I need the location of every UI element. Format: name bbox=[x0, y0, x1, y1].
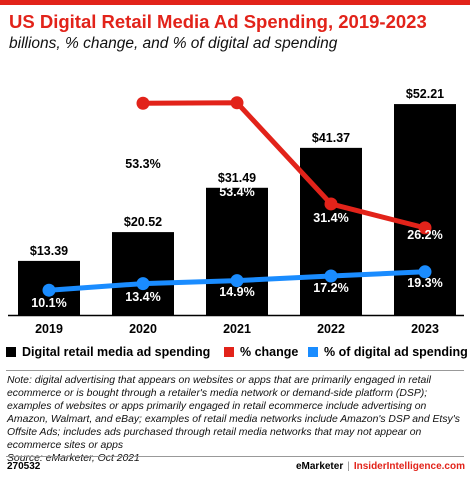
pct-change-point-2022 bbox=[324, 197, 338, 211]
pct-change-point-2023 bbox=[418, 221, 432, 235]
x-tick-2023: 2023 bbox=[411, 322, 439, 336]
pct-digital-point-2020 bbox=[136, 277, 150, 291]
legend-label-change: % change bbox=[240, 345, 299, 359]
bar-label-2021: $31.49 bbox=[218, 171, 256, 185]
top-accent-bar bbox=[0, 0, 470, 5]
bar-label-2019: $13.39 bbox=[30, 244, 68, 258]
pct-digital-point-2021 bbox=[230, 274, 244, 288]
pct-change-line bbox=[142, 100, 426, 231]
chart-note: Note: digital advertising that appears o… bbox=[7, 374, 465, 465]
divider-bottom bbox=[6, 456, 464, 457]
x-tick-2022: 2022 bbox=[317, 322, 345, 336]
pct-digital-point-2019 bbox=[42, 283, 56, 297]
pct-digital-label-2022: 17.2% bbox=[313, 281, 348, 295]
chart-title: US Digital Retail Media Ad Spending, 201… bbox=[9, 11, 427, 32]
chart-legend: Digital retail media ad spending % chang… bbox=[6, 345, 468, 363]
chart-plot: $13.39 $20.52 $31.49 $41.37 $52.21 2019 2020 20… bbox=[8, 87, 464, 336]
pct-change-label-2020: 53.3% bbox=[125, 157, 160, 171]
pct-digital-label-2021: 14.9% bbox=[219, 285, 254, 299]
bar-label-2020: $20.52 bbox=[124, 215, 162, 229]
chart-id: 270532 bbox=[7, 461, 41, 472]
legend-item-change: % change bbox=[224, 345, 298, 359]
pct-digital-label-2023: 19.3% bbox=[407, 276, 442, 290]
bar-2021 bbox=[206, 187, 268, 315]
bar-2020 bbox=[112, 232, 174, 315]
footer-brand: eMarketer | InsiderIntelligence.com bbox=[296, 461, 465, 472]
pct-digital-label-2020: 13.4% bbox=[125, 290, 160, 304]
pct-digital-point-2023 bbox=[418, 265, 432, 279]
x-tick-2021: 2021 bbox=[223, 322, 251, 336]
legend-item-spending: Digital retail media ad spending bbox=[6, 345, 210, 359]
pct-change-point-2021 bbox=[230, 96, 244, 110]
pct-change-label-2023: 26.2% bbox=[407, 228, 442, 242]
pct-digital-label-2019: 10.1% bbox=[31, 296, 66, 310]
x-tick-2019: 2019 bbox=[35, 322, 63, 336]
bar-label-2022: $41.37 bbox=[312, 131, 350, 145]
pct-change-label-2022: 31.4% bbox=[313, 211, 348, 225]
bar-2022 bbox=[300, 147, 362, 315]
x-tick-2020: 2020 bbox=[129, 322, 157, 336]
divider-top bbox=[6, 370, 464, 371]
pct-change-point-2020 bbox=[136, 96, 150, 110]
legend-swatch-share bbox=[308, 347, 318, 357]
insider-intelligence-link[interactable]: InsiderIntelligence.com bbox=[353, 461, 465, 472]
legend-label-spending: Digital retail media ad spending bbox=[22, 345, 211, 359]
footer-separator: | bbox=[347, 461, 350, 472]
emarketer-logo: eMarketer bbox=[295, 461, 344, 472]
pct-digital-point-2022 bbox=[324, 269, 338, 283]
bar-label-2023: $52.21 bbox=[406, 87, 444, 101]
chart-subtitle: billions, % change, and % of digital ad … bbox=[9, 35, 338, 52]
footer: 270532 eMarketer | InsiderIntelligence.com bbox=[7, 461, 465, 475]
bar-2023 bbox=[394, 104, 456, 315]
legend-swatch-change bbox=[224, 347, 234, 357]
source-text: Source: eMarketer, Oct 2021 bbox=[7, 453, 140, 464]
legend-label-share: % of digital ad spending bbox=[324, 345, 468, 359]
pct-change-label-2021: 53.4% bbox=[219, 185, 254, 199]
legend-item-share: % of digital ad spending bbox=[308, 345, 468, 359]
legend-swatch-spending bbox=[6, 347, 16, 357]
note-text: Note: digital advertising that appears o… bbox=[7, 375, 460, 451]
